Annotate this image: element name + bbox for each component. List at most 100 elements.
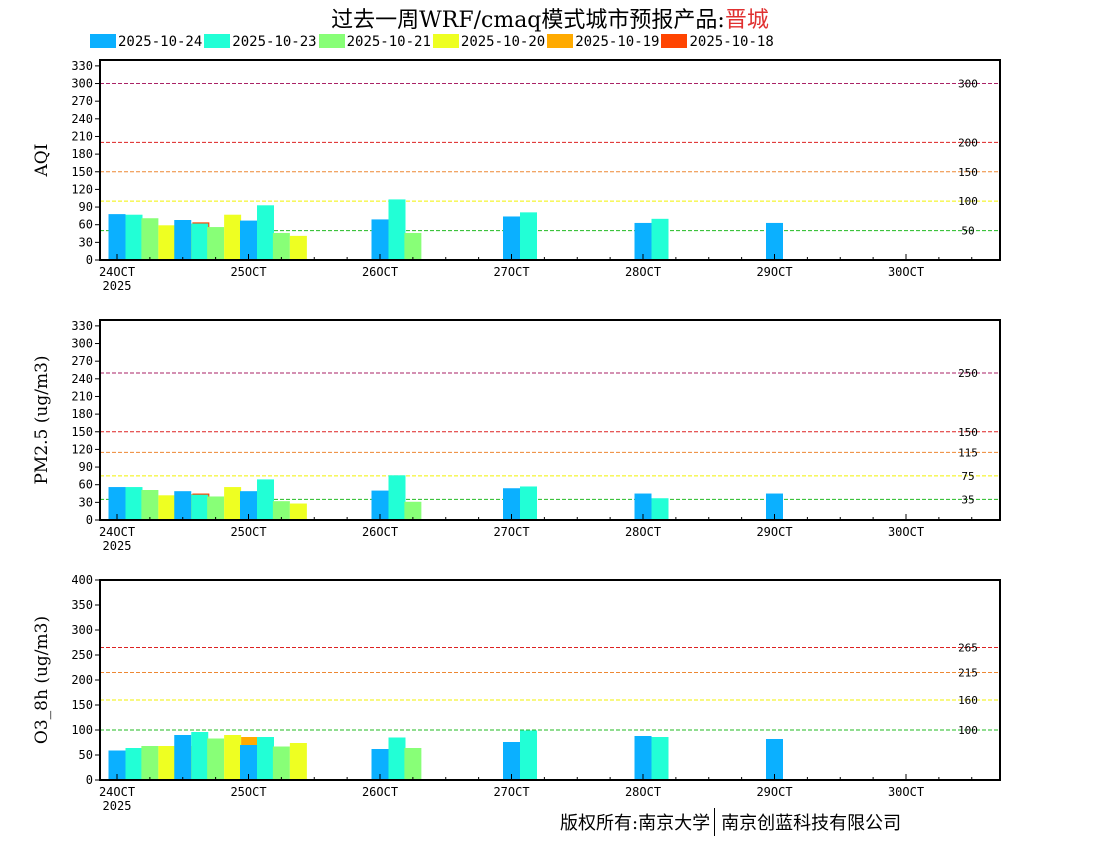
bar bbox=[108, 750, 126, 780]
threshold-label: 50 bbox=[961, 225, 974, 238]
bar bbox=[125, 214, 143, 260]
bar bbox=[141, 218, 159, 260]
bar bbox=[224, 487, 242, 520]
legend-item: 2025-10-21 bbox=[318, 34, 431, 50]
legend-item: 2025-10-23 bbox=[204, 34, 317, 50]
y-tick-label: 240 bbox=[71, 372, 93, 386]
bar bbox=[240, 220, 257, 260]
bar bbox=[388, 737, 406, 780]
copyright: 版权所有:南京大学 南京创蓝科技有限公司 bbox=[560, 808, 901, 836]
bar bbox=[404, 232, 422, 260]
bar bbox=[257, 737, 274, 780]
legend-swatch bbox=[204, 34, 231, 48]
bar bbox=[766, 739, 783, 780]
bar bbox=[520, 730, 537, 780]
x-tick-label: 28OCT bbox=[625, 525, 661, 539]
y-tick-label: 210 bbox=[71, 389, 93, 403]
x-tick-label: 29OCT bbox=[756, 785, 792, 799]
bar bbox=[289, 503, 307, 520]
legend-label: 2025-10-23 bbox=[232, 34, 317, 50]
threshold-label: 115 bbox=[958, 446, 978, 459]
x-tick-label: 29OCT bbox=[756, 525, 792, 539]
bar bbox=[651, 737, 669, 780]
legend-item: 2025-10-18 bbox=[661, 34, 774, 50]
y-tick-label: 350 bbox=[71, 598, 93, 612]
x-tick-label: 30OCT bbox=[888, 265, 924, 279]
y-tick-label: 30 bbox=[79, 495, 93, 509]
threshold-label: 200 bbox=[958, 136, 978, 149]
y-tick-label: 300 bbox=[71, 337, 93, 351]
x-tick-label: 25OCT bbox=[230, 265, 266, 279]
x-tick-label: 30OCT bbox=[888, 525, 924, 539]
bar bbox=[158, 225, 176, 260]
y-tick-label: 50 bbox=[79, 748, 93, 762]
chart-panel-1: 250 150 115 75 35 0 30 60 90 120 150 180 210 240 270 30… bbox=[32, 319, 1001, 553]
y-tick-label: 400 bbox=[71, 573, 93, 587]
x-tick-label: 29OCT bbox=[756, 265, 792, 279]
y-tick-label: 270 bbox=[71, 354, 93, 368]
x-tick-label: 28OCT bbox=[625, 785, 661, 799]
legend-swatch bbox=[318, 34, 345, 48]
bar bbox=[108, 214, 126, 260]
threshold-label: 160 bbox=[958, 694, 978, 707]
y-tick-label: 200 bbox=[71, 673, 93, 687]
y-axis-label: O3_8h (ug/m3) bbox=[32, 616, 52, 744]
x-year-label: 2025 bbox=[103, 279, 132, 293]
bar bbox=[257, 479, 274, 520]
y-tick-label: 150 bbox=[71, 425, 93, 439]
bar bbox=[272, 501, 290, 520]
bar bbox=[191, 732, 209, 780]
legend-swatch bbox=[547, 34, 574, 48]
bar bbox=[503, 216, 520, 260]
plot-frame bbox=[99, 59, 1001, 261]
bar bbox=[651, 498, 669, 520]
bar bbox=[207, 738, 225, 780]
x-tick-label: 24OCT bbox=[99, 265, 135, 279]
x-tick-label: 27OCT bbox=[493, 525, 529, 539]
bar bbox=[240, 745, 257, 780]
bar bbox=[125, 487, 143, 520]
y-tick-label: 90 bbox=[79, 200, 93, 214]
bar bbox=[272, 232, 290, 260]
x-tick-label: 26OCT bbox=[362, 525, 398, 539]
threshold-label: 265 bbox=[958, 642, 978, 655]
bar bbox=[634, 222, 652, 260]
bar bbox=[108, 487, 126, 520]
y-tick-label: 330 bbox=[71, 319, 93, 333]
y-tick-label: 150 bbox=[71, 165, 93, 179]
bar bbox=[651, 218, 669, 260]
bar bbox=[174, 491, 192, 520]
bar bbox=[520, 486, 537, 520]
bar bbox=[141, 490, 159, 520]
x-tick-label: 24OCT bbox=[99, 785, 135, 799]
bar bbox=[289, 235, 307, 260]
chart-panel-0: 300 200 150 100 50 0 30 60 90 120 150 180 210 240 270 3… bbox=[32, 59, 1001, 293]
legend-label: 2025-10-20 bbox=[460, 34, 546, 50]
legend-swatch bbox=[661, 34, 688, 48]
legend-swatch bbox=[432, 34, 459, 48]
legend-label: 2025-10-21 bbox=[346, 34, 431, 50]
bar bbox=[224, 214, 242, 260]
bar bbox=[766, 493, 783, 520]
y-tick-label: 120 bbox=[71, 442, 93, 456]
bar bbox=[388, 199, 406, 260]
legend-item: 2025-10-20 bbox=[432, 34, 546, 50]
bar bbox=[257, 205, 274, 260]
y-tick-label: 90 bbox=[79, 460, 93, 474]
bar bbox=[766, 222, 783, 260]
bar bbox=[191, 494, 209, 520]
threshold-label: 100 bbox=[958, 724, 978, 737]
y-tick-label: 270 bbox=[71, 94, 93, 108]
y-tick-label: 180 bbox=[71, 407, 93, 421]
bar bbox=[224, 735, 242, 780]
y-tick-label: 150 bbox=[71, 698, 93, 712]
x-tick-label: 25OCT bbox=[230, 785, 266, 799]
threshold-label: 150 bbox=[958, 166, 978, 179]
chart-panel-2: 265 215 160 100 0 50 100 150 200 250 300 350 400 O3_8… bbox=[32, 573, 1001, 813]
x-tick-label: 27OCT bbox=[493, 265, 529, 279]
copyright-left: 版权所有:南京大学 bbox=[560, 813, 711, 834]
bar bbox=[158, 495, 176, 520]
x-tick-label: 24OCT bbox=[99, 525, 135, 539]
bar bbox=[371, 490, 389, 520]
y-tick-label: 240 bbox=[71, 112, 93, 126]
